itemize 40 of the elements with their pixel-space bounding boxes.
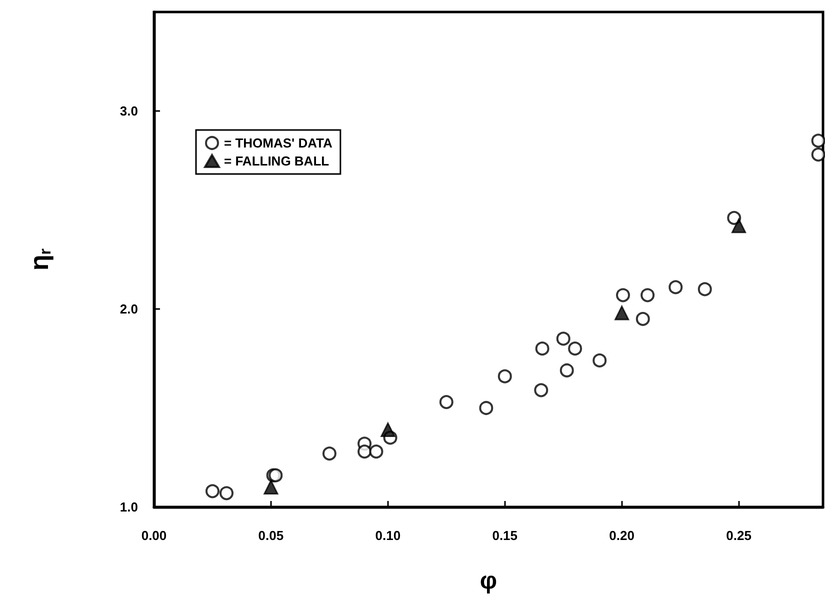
point [498, 369, 512, 384]
x-axis-title: φ [480, 568, 498, 594]
point [358, 444, 372, 459]
point [592, 353, 607, 368]
x-tick-label: 0.10 [375, 528, 401, 543]
legend-label: = FALLING BALL [224, 154, 330, 168]
point [616, 288, 630, 302]
point [205, 484, 220, 498]
point [534, 383, 548, 398]
x-tick-label: 0.20 [609, 528, 634, 543]
x-tick-label: 0.00 [141, 528, 167, 543]
point [380, 422, 396, 438]
point [614, 306, 630, 320]
point [479, 401, 494, 415]
point [811, 134, 825, 148]
point [698, 282, 712, 296]
y-axis-title: ηr [24, 248, 54, 271]
point [439, 395, 454, 410]
x-tick-label: 0.05 [258, 528, 284, 543]
legend-label: = THOMAS' DATA [224, 136, 334, 150]
point [811, 148, 825, 162]
point [369, 444, 384, 459]
point [568, 342, 582, 356]
y-tick-label: 2.0 [120, 302, 138, 316]
point [727, 210, 742, 225]
x-tick-label: 0.25 [726, 528, 752, 543]
point [322, 446, 336, 461]
point [560, 363, 574, 378]
point [732, 218, 746, 234]
point [535, 342, 550, 356]
point [668, 280, 683, 294]
x-tick-label: 0.15 [492, 528, 518, 543]
point [268, 468, 283, 482]
point [264, 480, 278, 494]
y-tick-label: 3.0 [120, 104, 138, 118]
point [220, 486, 234, 500]
point [640, 288, 655, 302]
point [636, 312, 650, 326]
point [556, 332, 570, 346]
y-tick-label: 1.0 [120, 500, 138, 514]
